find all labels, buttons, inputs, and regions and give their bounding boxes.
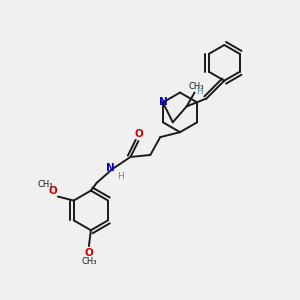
Text: H: H xyxy=(117,172,124,181)
Text: O: O xyxy=(134,129,143,139)
Text: N: N xyxy=(106,163,115,173)
Text: CH₃: CH₃ xyxy=(81,257,97,266)
Text: O: O xyxy=(49,186,57,196)
Text: O: O xyxy=(85,248,93,258)
Text: CH₃: CH₃ xyxy=(189,82,204,91)
Text: CH₃: CH₃ xyxy=(37,180,53,189)
Text: H: H xyxy=(196,87,203,96)
Text: N: N xyxy=(158,98,167,107)
